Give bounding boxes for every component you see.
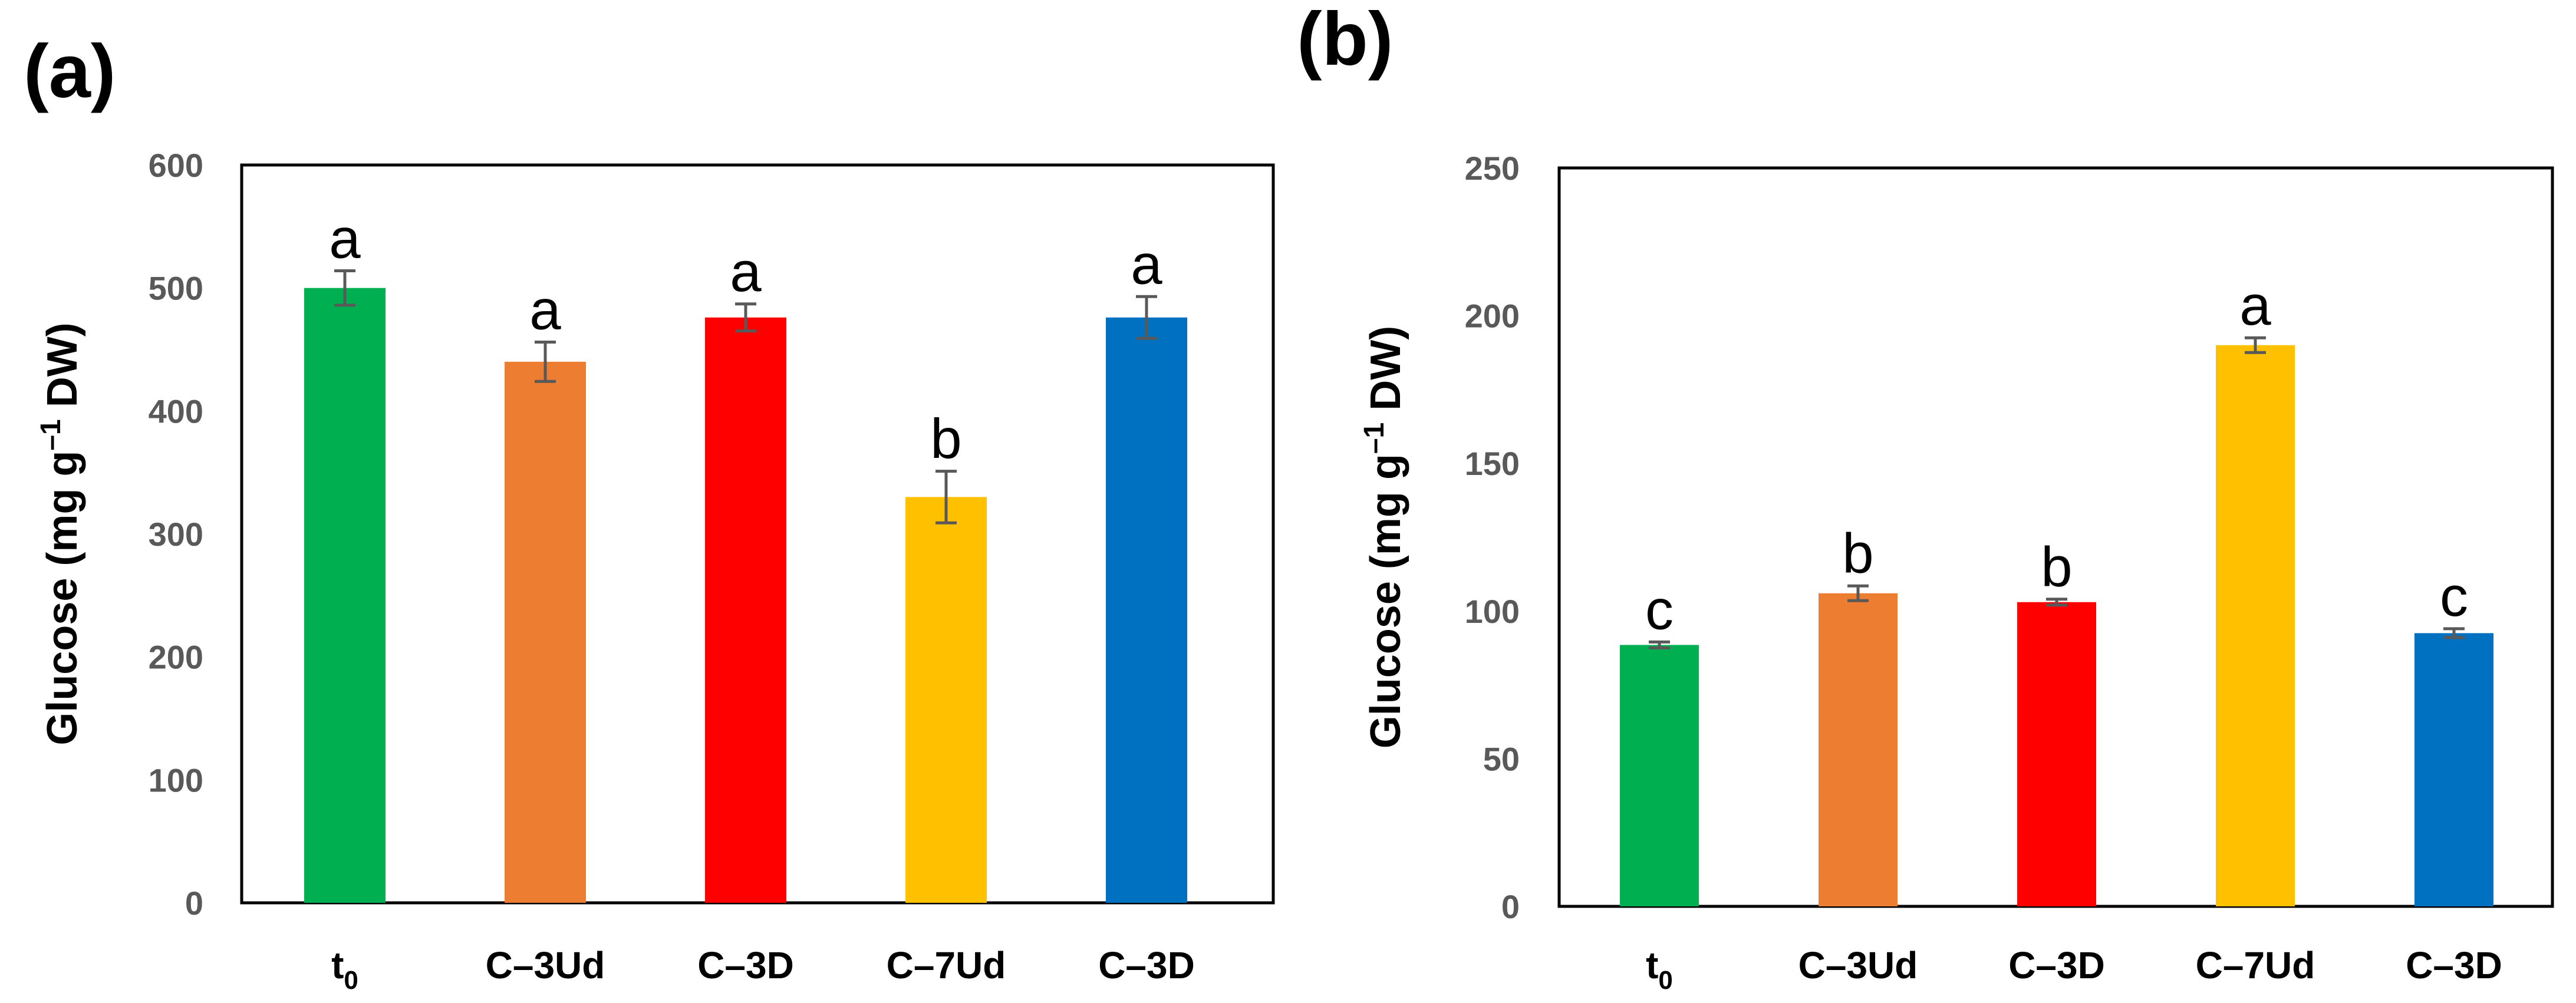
bar	[705, 317, 786, 903]
x-category-label: C–3D	[2008, 944, 2105, 986]
y-axis-title-text: Glucose (mg g	[39, 451, 86, 745]
y-tick-label: 150	[1465, 445, 1520, 482]
y-axis-title: Glucose (mg g–1 DW)	[1359, 326, 1409, 748]
x-category-label: C–3D	[2406, 944, 2502, 986]
x-category-label: C–7Ud	[2196, 944, 2315, 986]
significance-label: b	[930, 408, 961, 471]
x-category-label: C–3Ud	[486, 944, 605, 986]
x-category-label-text: t	[331, 944, 344, 986]
x-category-label-text: C–3D	[697, 944, 794, 986]
chart-panel-a: (a) 0 100 200 300 400 500 600 Glucose (mg g–1 DW…	[24, 29, 1275, 995]
significance-label: a	[329, 207, 361, 270]
y-tick-label: 600	[149, 147, 203, 184]
bar	[2017, 602, 2096, 906]
x-category-label: C–3D	[1098, 944, 1195, 986]
y-axis-title-text: Glucose (mg g	[1362, 454, 1409, 748]
x-category-label-text: C–3D	[2008, 944, 2105, 986]
x-category-label-text: C–7Ud	[887, 944, 1006, 986]
bar	[1106, 317, 1187, 903]
y-tick-label: 0	[185, 885, 203, 922]
x-category-label-text: t	[1646, 944, 1658, 986]
y-axis-title-unit: DW)	[39, 322, 86, 419]
x-category-label-text: C–3Ud	[486, 944, 605, 986]
panel-label: (a)	[24, 29, 116, 114]
bar	[505, 361, 586, 903]
x-category-label: t0	[1646, 944, 1673, 995]
x-category-label-text: C–3D	[1098, 944, 1195, 986]
significance-label: a	[730, 240, 762, 303]
x-category-label: t0	[331, 944, 358, 995]
y-tick-label: 100	[149, 761, 203, 799]
significance-label: b	[1842, 522, 1873, 585]
y-tick-label: 300	[149, 516, 203, 553]
significance-label: a	[1131, 233, 1162, 296]
bar	[905, 497, 987, 903]
y-tick-label: 100	[1465, 593, 1520, 630]
y-axis-title-unit: DW)	[1362, 326, 1409, 423]
x-category-label-text: C–3Ud	[1798, 944, 1918, 986]
x-category-label: C–3D	[697, 944, 794, 986]
significance-label: b	[2041, 536, 2072, 599]
y-tick-label: 0	[1501, 888, 1520, 925]
y-axis-title-exponent: –1	[1359, 423, 1390, 454]
significance-label: c	[1645, 578, 1674, 641]
significance-label: c	[2440, 565, 2468, 628]
x-category-label: C–7Ud	[887, 944, 1006, 986]
y-tick-label: 200	[1465, 298, 1520, 335]
y-axis-title-exponent: –1	[35, 419, 67, 450]
x-category-label: C–3Ud	[1798, 944, 1918, 986]
x-category-label-text: C–3D	[2406, 944, 2502, 986]
panel-label: (b)	[1297, 0, 1393, 81]
significance-label: a	[529, 278, 561, 341]
bar	[304, 288, 386, 903]
x-category-label-subscript: 0	[344, 966, 358, 995]
y-tick-label: 250	[1465, 150, 1520, 187]
x-category-label-text: C–7Ud	[2196, 944, 2315, 986]
x-category-label-subscript: 0	[1658, 966, 1672, 995]
y-tick-label: 200	[149, 639, 203, 676]
y-tick-label: 500	[149, 270, 203, 307]
bar	[2414, 633, 2493, 906]
y-tick-label: 400	[149, 392, 203, 430]
bar	[2216, 345, 2295, 906]
significance-label: a	[2239, 274, 2271, 337]
bar	[1819, 593, 1898, 906]
y-tick-label: 50	[1483, 740, 1520, 777]
y-axis-title: Glucose (mg g–1 DW)	[35, 322, 86, 745]
bar	[1620, 645, 1699, 906]
